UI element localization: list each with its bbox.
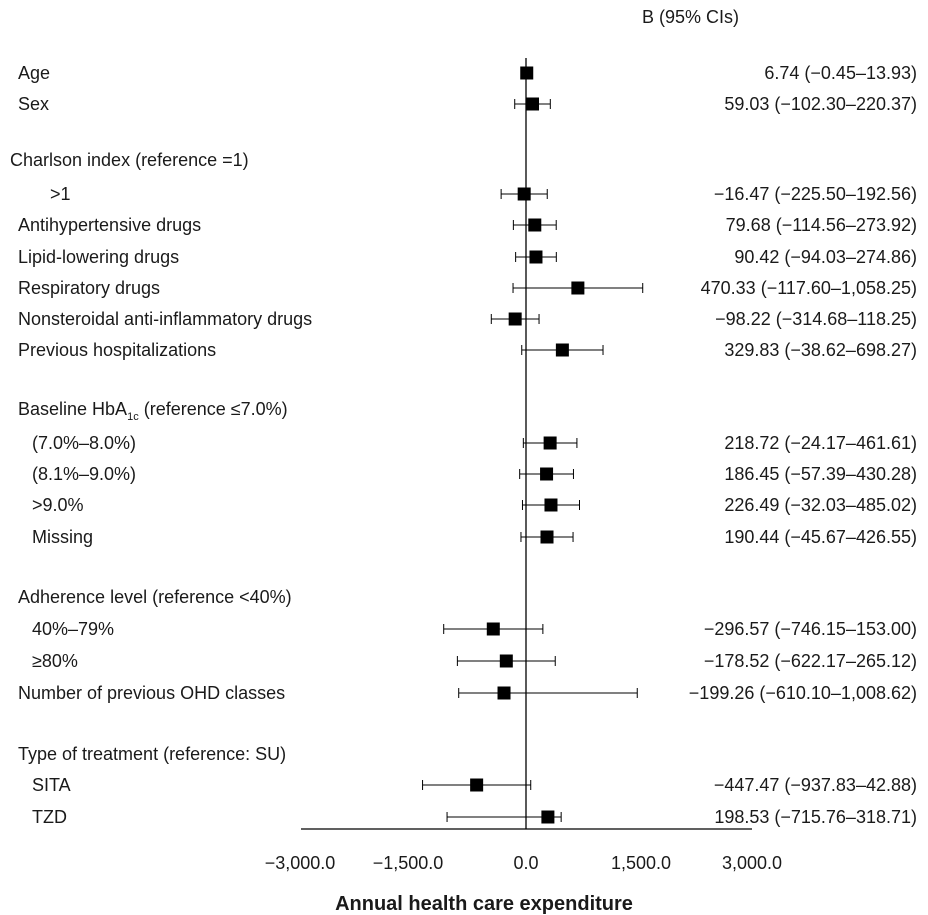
ci-value-label: 79.68 (−114.56–273.92)	[726, 215, 917, 235]
group-header-label: Adherence level (reference <40%)	[18, 587, 292, 607]
ci-value-label: −296.57 (−746.15–153.00)	[704, 619, 917, 639]
row-label: TZD	[32, 807, 67, 827]
ci-value-label: 198.53 (−715.76–318.71)	[714, 807, 917, 827]
row-label: Previous hospitalizations	[18, 340, 216, 360]
group-header-label: Charlson index (reference =1)	[10, 150, 249, 170]
row-label: Number of previous OHD classes	[18, 683, 285, 703]
x-tick-label: 0.0	[513, 853, 538, 873]
row-label: (8.1%–9.0%)	[32, 464, 136, 484]
row-label: Lipid-lowering drugs	[18, 247, 179, 267]
ci-value-label: 6.74 (−0.45–13.93)	[764, 63, 917, 83]
group-header-label: Type of treatment (reference: SU)	[18, 744, 286, 764]
row-label: Respiratory drugs	[18, 278, 160, 298]
x-tick-label: 1,500.0	[611, 853, 671, 873]
point-estimate	[486, 622, 500, 636]
ci-value-label: 59.03 (−102.30–220.37)	[724, 94, 917, 114]
point-estimate	[529, 250, 543, 264]
rows-layer: Age 6.74 (−0.45–13.93) Sex 59.03 (−102.30–2…	[10, 63, 917, 827]
row-label: >1	[50, 184, 71, 204]
column-header: B (95% CIs)	[642, 7, 739, 27]
point-estimate	[499, 654, 513, 668]
row-label: Missing	[32, 527, 93, 547]
x-tick-label: 3,000.0	[722, 853, 782, 873]
row-label: Sex	[18, 94, 49, 114]
point-estimate	[508, 312, 522, 326]
point-estimate	[571, 281, 585, 295]
ci-value-label: 190.44 (−45.67–426.55)	[724, 527, 917, 547]
ci-value-label: 218.72 (−24.17–461.61)	[724, 433, 917, 453]
row-label: >9.0%	[32, 495, 84, 515]
point-estimate	[497, 686, 511, 700]
point-estimate	[526, 97, 540, 111]
row-label: SITA	[32, 775, 71, 795]
point-estimate	[528, 218, 542, 232]
row-label: 40%–79%	[32, 619, 114, 639]
group-header-label: Baseline HbA1c (reference ≤7.0%)	[18, 399, 288, 423]
ci-value-label: −447.47 (−937.83–42.88)	[714, 775, 917, 795]
x-axis-ticks: −3,000.0 −1,500.0 0.0 1,500.0 3,000.0	[265, 853, 782, 873]
ci-value-label: 90.42 (−94.03–274.86)	[734, 247, 917, 267]
ci-value-label: 329.83 (−38.62–698.27)	[724, 340, 917, 360]
point-estimate	[543, 436, 557, 450]
point-estimate	[541, 810, 555, 824]
point-estimate	[540, 530, 554, 544]
x-tick-label: −3,000.0	[265, 853, 336, 873]
row-label: (7.0%–8.0%)	[32, 433, 136, 453]
row-label: Antihypertensive drugs	[18, 215, 201, 235]
ci-value-label: 186.45 (−57.39–430.28)	[724, 464, 917, 484]
point-estimate	[517, 187, 531, 201]
ci-value-label: −199.26 (−610.10–1,008.62)	[689, 683, 917, 703]
point-estimate	[544, 498, 558, 512]
ci-value-label: −178.52 (−622.17–265.12)	[704, 651, 917, 671]
point-estimate	[520, 66, 534, 80]
x-tick-label: −1,500.0	[373, 853, 444, 873]
ci-value-label: 226.49 (−32.03–485.02)	[724, 495, 917, 515]
row-label: Nonsteroidal anti-inflammatory drugs	[18, 309, 312, 329]
point-estimate	[555, 343, 569, 357]
point-estimate	[470, 778, 484, 792]
row-label: Age	[18, 63, 50, 83]
point-estimate	[540, 467, 554, 481]
ci-value-label: −16.47 (−225.50–192.56)	[714, 184, 917, 204]
x-axis-title: Annual health care expenditure	[335, 893, 633, 915]
row-label: ≥80%	[32, 651, 78, 671]
ci-value-label: 470.33 (−117.60–1,058.25)	[701, 278, 917, 298]
ci-value-label: −98.22 (−314.68–118.25)	[715, 309, 917, 329]
marks-layer	[422, 66, 644, 824]
